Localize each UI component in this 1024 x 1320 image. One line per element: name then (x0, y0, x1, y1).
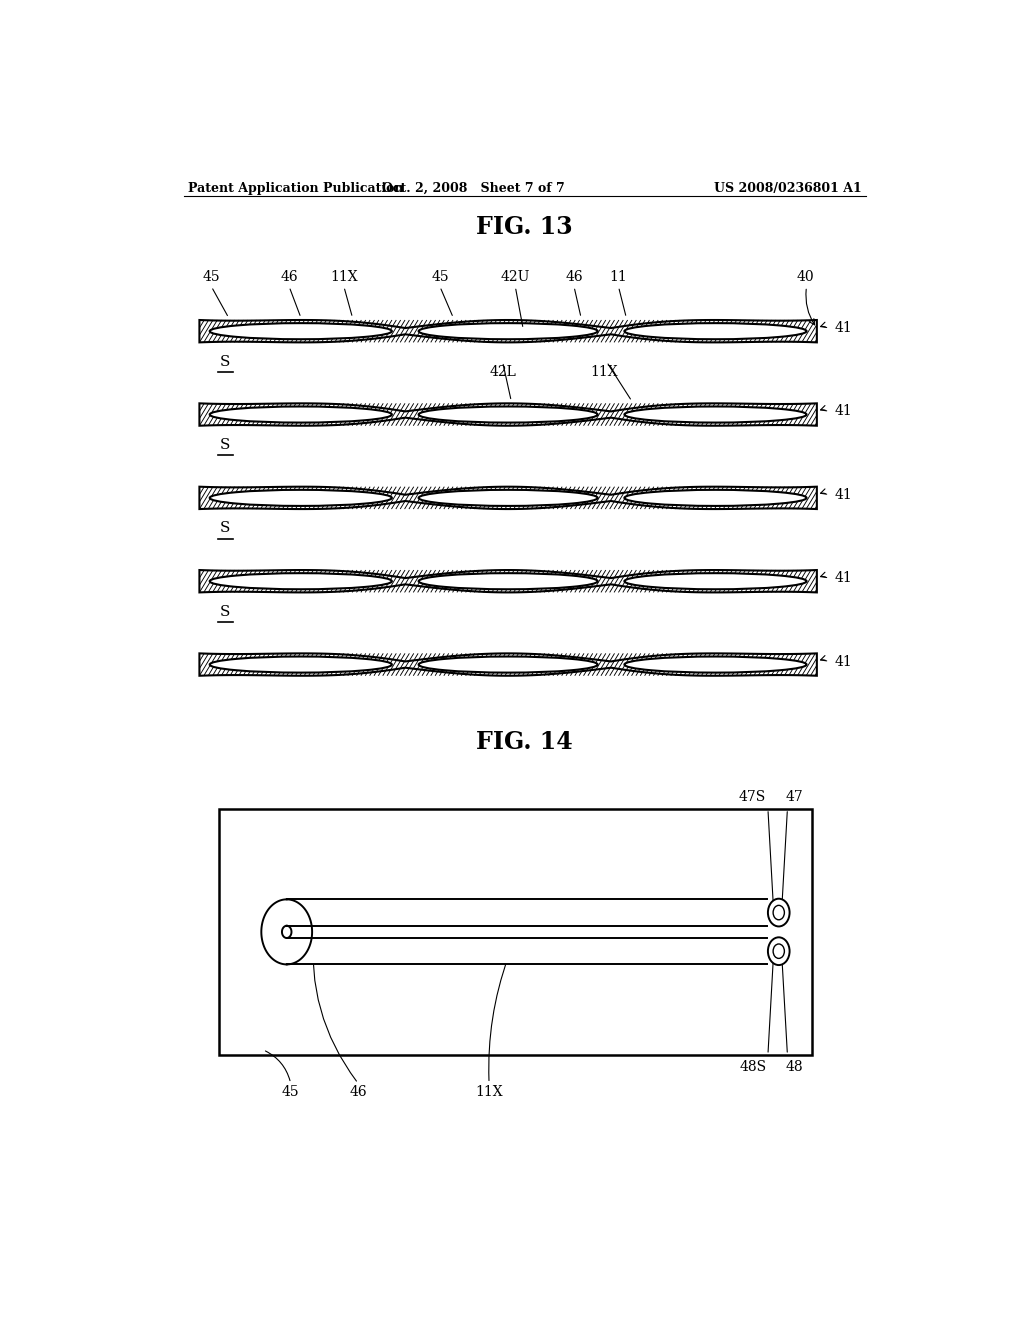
Circle shape (773, 906, 784, 920)
Text: 11X: 11X (590, 364, 617, 379)
Ellipse shape (419, 323, 598, 339)
Text: 45: 45 (431, 271, 449, 284)
Polygon shape (282, 925, 292, 939)
Polygon shape (200, 570, 817, 593)
Circle shape (768, 899, 790, 927)
Ellipse shape (210, 573, 392, 589)
Text: 48: 48 (785, 1060, 804, 1074)
Ellipse shape (625, 573, 807, 589)
Text: 42L: 42L (489, 364, 516, 379)
Text: 41: 41 (835, 404, 852, 418)
Ellipse shape (625, 656, 807, 673)
Ellipse shape (625, 323, 807, 339)
Ellipse shape (419, 573, 598, 589)
Text: 41: 41 (835, 655, 852, 668)
Text: S: S (219, 521, 229, 536)
Circle shape (768, 937, 790, 965)
Text: 46: 46 (349, 1085, 367, 1100)
Text: S: S (219, 438, 229, 451)
Text: 48S: 48S (739, 1060, 766, 1074)
Text: 45: 45 (282, 1085, 299, 1100)
Text: 46: 46 (565, 271, 583, 284)
Circle shape (773, 944, 784, 958)
Ellipse shape (419, 490, 598, 506)
Polygon shape (287, 925, 767, 939)
Text: FIG. 14: FIG. 14 (476, 730, 573, 754)
Text: 11: 11 (609, 271, 628, 284)
Polygon shape (219, 809, 812, 1055)
Text: 41: 41 (835, 488, 852, 502)
Text: S: S (219, 605, 229, 619)
Text: Oct. 2, 2008   Sheet 7 of 7: Oct. 2, 2008 Sheet 7 of 7 (382, 182, 564, 195)
Text: Patent Application Publication: Patent Application Publication (187, 182, 403, 195)
Polygon shape (200, 404, 817, 426)
Text: 47S: 47S (739, 789, 766, 804)
Polygon shape (200, 487, 817, 510)
Ellipse shape (210, 407, 392, 422)
Polygon shape (200, 653, 817, 676)
Polygon shape (287, 939, 767, 965)
Text: 11X: 11X (330, 271, 357, 284)
Text: S: S (219, 355, 229, 368)
Ellipse shape (210, 490, 392, 506)
Ellipse shape (419, 656, 598, 673)
Polygon shape (261, 899, 287, 965)
Polygon shape (200, 319, 817, 342)
Ellipse shape (419, 407, 598, 422)
Text: 41: 41 (835, 572, 852, 585)
Text: 45: 45 (203, 271, 220, 284)
Text: 42U: 42U (501, 271, 530, 284)
Ellipse shape (625, 407, 807, 422)
Text: 46: 46 (281, 271, 298, 284)
Ellipse shape (625, 490, 807, 506)
Text: US 2008/0236801 A1: US 2008/0236801 A1 (715, 182, 862, 195)
Ellipse shape (210, 323, 392, 339)
Ellipse shape (210, 656, 392, 673)
Text: 47: 47 (785, 789, 804, 804)
Text: 41: 41 (835, 321, 852, 335)
Text: 11X: 11X (475, 1085, 503, 1100)
Polygon shape (287, 899, 767, 925)
Text: FIG. 13: FIG. 13 (476, 215, 573, 239)
Text: 40: 40 (797, 271, 815, 284)
